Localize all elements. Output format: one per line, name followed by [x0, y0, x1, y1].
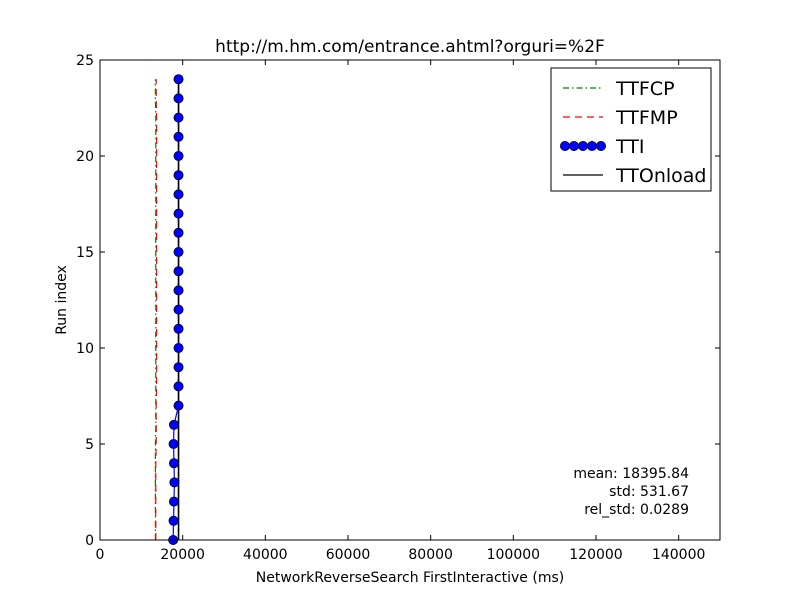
y-tick-label: 25: [76, 53, 94, 69]
data-point-tti: [168, 515, 179, 526]
y-tick-label: 10: [76, 341, 94, 357]
data-point-tti: [168, 419, 179, 430]
data-point-tti: [173, 362, 184, 373]
data-point-tti: [173, 150, 184, 161]
data-point-tti: [173, 381, 184, 392]
stats-line: mean: 18395.84: [573, 466, 689, 482]
stats-annotation: mean: 18395.84 std: 531.67 rel_std: 0.0289: [573, 466, 689, 518]
stats-line: rel_std: 0.0289: [584, 502, 689, 518]
y-tick-label: 5: [85, 437, 94, 453]
legend-marker-tti: [569, 140, 580, 151]
y-tick-label: 15: [76, 245, 94, 261]
data-point-tti: [173, 342, 184, 353]
series-line-ttfmp: [155, 79, 158, 540]
x-tick-label: 140000: [652, 547, 705, 563]
marker-group: [168, 74, 184, 546]
data-point-tti: [173, 285, 184, 296]
y-tick-label: 0: [85, 533, 94, 549]
x-tick-label: 60000: [326, 547, 371, 563]
data-point-tti: [173, 323, 184, 334]
legend: TTFCP TTFMP TTI TTOnload: [550, 67, 712, 192]
data-point-tti: [168, 458, 179, 469]
data-point-tti: [173, 400, 184, 411]
tick-group: 0 20000 40000 60000 80000 100000 120000 140000 0…: [76, 53, 720, 563]
data-point-tti: [173, 170, 184, 181]
data-point-tti: [168, 496, 179, 507]
legend-marker-tti: [560, 140, 571, 151]
plot-frame: [99, 59, 721, 541]
data-point-tti: [169, 477, 180, 488]
legend-label-tti: TTI: [615, 136, 644, 158]
legend-marker-tti: [578, 140, 589, 151]
y-tick-label: 20: [76, 149, 94, 165]
stats-line: std: 531.67: [609, 484, 689, 500]
data-point-tti: [173, 112, 184, 123]
data-point-tti: [168, 438, 179, 449]
x-axis-label: NetworkReverseSearch FirstInteractive (m…: [256, 570, 564, 586]
data-point-tti: [173, 246, 184, 257]
x-tick-label: 40000: [243, 547, 288, 563]
x-tick-label: 0: [96, 547, 105, 563]
data-point-tti: [173, 74, 184, 85]
y-axis-label: Run index: [54, 265, 70, 335]
chart-title: http://m.hm.com/entrance.ahtml?orguri=%2…: [215, 37, 605, 57]
legend-marker-tti: [596, 140, 607, 151]
data-point-tti: [173, 304, 184, 315]
data-point-tti: [173, 266, 184, 277]
x-tick-label: 120000: [569, 547, 622, 563]
data-point-tti: [173, 189, 184, 200]
data-point-tti: [173, 227, 184, 238]
legend-marker-tti: [587, 140, 598, 151]
legend-label-ttonload: TTOnload: [615, 165, 706, 187]
x-tick-label: 20000: [160, 547, 205, 563]
data-point-tti: [173, 93, 184, 104]
data-point-tti: [173, 208, 184, 219]
legend-label-ttfmp: TTFMP: [615, 107, 678, 129]
legend-label-ttfcp: TTFCP: [615, 78, 675, 100]
x-tick-label: 80000: [408, 547, 453, 563]
x-tick-label: 100000: [487, 547, 540, 563]
data-point-tti: [173, 131, 184, 142]
